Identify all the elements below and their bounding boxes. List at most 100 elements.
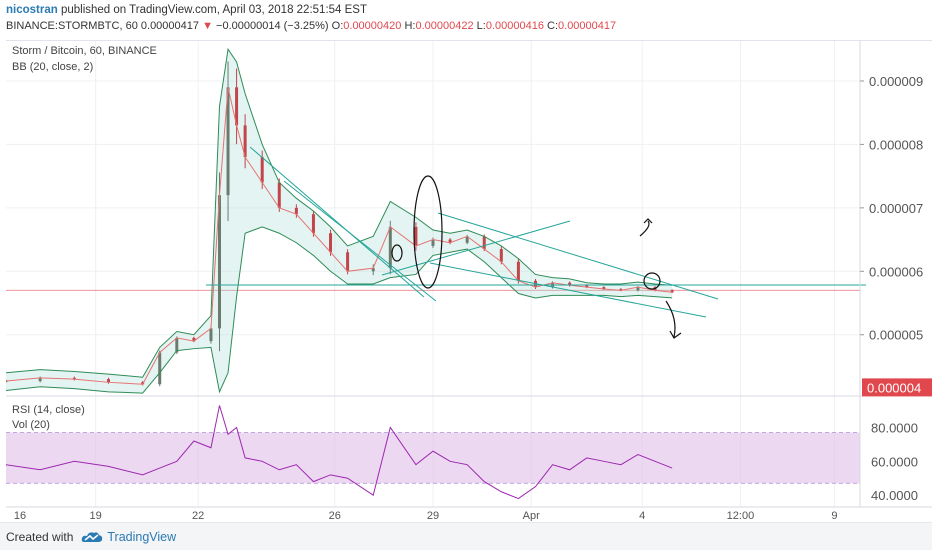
candle-body (158, 352, 162, 385)
arrow-up-annotation-icon[interactable] (639, 218, 653, 237)
candle-body (670, 290, 674, 293)
current-price-badge (862, 378, 932, 397)
candle-body (329, 233, 333, 253)
price-axis-label: 0.000008 (869, 137, 923, 152)
candle-body (465, 236, 469, 243)
bb-lower-line (5, 226, 673, 394)
candle-body (431, 239, 435, 246)
time-axis-label: 16 (14, 510, 26, 521)
ohlc-line: BINANCE:STORMBTC, 60 0.00000417 ▼ −0.000… (6, 20, 616, 32)
trendline-upper-left[interactable] (249, 146, 425, 298)
candle-body (243, 125, 247, 158)
candle-body (277, 182, 281, 208)
time-axis-label: 19 (90, 510, 102, 521)
axes-group: 0.000009 0.000008 0.000007 0.000006 0.000005… (6, 41, 932, 522)
last-price: 0.00000417 (140, 20, 200, 32)
candle-body (499, 249, 503, 262)
publish-line: nicostran published on TradingView.com, … (6, 4, 367, 16)
bb-upper-line (5, 47, 673, 378)
candle-body (346, 252, 350, 272)
rsi-indicator-label: RSI (14, close) (12, 404, 85, 416)
candle-body (388, 226, 392, 269)
rsi-line (5, 405, 673, 500)
open-label: O: (331, 20, 344, 32)
footer-bar: Created with TradingView (0, 522, 932, 550)
current-price-label: 0.000004 (867, 380, 921, 395)
time-axis-label: Apr (523, 510, 540, 521)
time-axis-label: 26 (329, 510, 341, 521)
price-change: −0.00000014 (−3.25%) (216, 20, 329, 32)
circle-annotation-small[interactable] (391, 244, 403, 262)
low-label: L: (476, 20, 486, 32)
candle-body (294, 207, 298, 215)
trendline-lower-left[interactable] (283, 180, 437, 302)
price-axis-label: 0.000007 (869, 201, 923, 216)
tradingview-cloud-icon (82, 531, 103, 542)
rsi-axis-label: 40.0000 (871, 488, 918, 503)
candle-body (106, 379, 110, 383)
candle-body (371, 268, 375, 272)
rsi-band-fill (6, 432, 860, 484)
bollinger-fill (6, 49, 673, 394)
publish-info: published on TradingView.com, April 03, … (60, 4, 367, 16)
candle-body (568, 282, 572, 286)
vol-indicator-label: Vol (20) (12, 419, 50, 431)
candle-body (636, 287, 640, 291)
candle-body (175, 337, 179, 353)
candle-body (260, 157, 264, 183)
candle-body (4, 381, 8, 383)
time-axis-label: 9 (831, 510, 837, 521)
candle-body (38, 377, 42, 382)
candle-body (482, 236, 486, 250)
candle-body (218, 195, 221, 329)
rsi-axis-label: 80.0000 (871, 420, 918, 435)
bollinger-bands (5, 47, 673, 394)
close-value: 0.00000417 (558, 20, 617, 32)
candle-body (448, 239, 452, 243)
rsi-axis-label: 60.0000 (871, 454, 918, 469)
trendline-channel-bottom[interactable] (429, 262, 707, 318)
high-value: 0.00000422 (415, 20, 474, 32)
grid-lines (6, 41, 860, 507)
main-pane-title: Storm / Bitcoin, 60, BINANCE (12, 45, 157, 57)
candle-body (619, 289, 623, 291)
symbol-label: BINANCE:STORMBTC, 60 (6, 20, 138, 32)
time-axis-label: 29 (427, 510, 439, 521)
circle-annotation-current[interactable] (643, 272, 661, 290)
arrow-down-annotation-icon[interactable] (665, 300, 682, 339)
open-value: 0.00000420 (343, 20, 402, 32)
time-axis-label: 12:00 (727, 510, 755, 521)
time-axis-label: 22 (192, 510, 204, 521)
candle-body (226, 87, 230, 196)
candle-body (602, 287, 606, 290)
created-with-text: Created with (6, 529, 74, 544)
rsi-pane: 80.0000 60.0000 40.0000 (5, 405, 918, 503)
time-axis-label: 4 (639, 510, 645, 521)
tradingview-brand[interactable]: TradingView (107, 529, 177, 544)
chart-area[interactable]: 80.0000 60.0000 40.0000 0.000009 0.000008 0.… (4, 40, 932, 522)
candle-body (192, 337, 196, 342)
candle-body (72, 377, 76, 380)
candle-body (585, 285, 589, 288)
candle-body (414, 226, 418, 246)
bb-indicator-label: BB (20, close, 2) (12, 61, 93, 73)
trendline-channel-support[interactable] (381, 220, 571, 276)
bollinger-band-fill (6, 49, 673, 394)
high-label: H: (404, 20, 416, 32)
candle-body (209, 328, 213, 342)
user-drawings[interactable] (206, 146, 866, 339)
low-value: 0.00000416 (485, 20, 544, 32)
close-label: C: (547, 20, 559, 32)
change-down-icon: ▼ (202, 20, 213, 32)
tradingview-logo[interactable]: TradingView (81, 530, 176, 544)
price-axis-label: 0.000005 (869, 328, 923, 343)
circle-annotation-spike[interactable] (413, 175, 443, 289)
author-name[interactable]: nicostran (6, 4, 58, 16)
candle-body (235, 87, 239, 126)
candle-body (516, 261, 520, 281)
price-axis-label: 0.000009 (869, 74, 923, 89)
price-axis-label: 0.000006 (869, 264, 923, 279)
candle-body (311, 214, 315, 234)
